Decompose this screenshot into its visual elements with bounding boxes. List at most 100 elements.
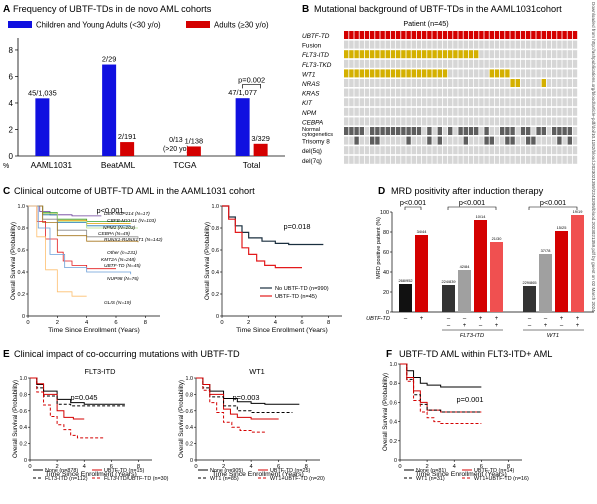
- cell: [510, 127, 515, 135]
- mrd-bar-label: 10/14: [476, 214, 487, 219]
- cell: [396, 69, 401, 78]
- km-curve: [400, 363, 482, 388]
- cell: [370, 79, 375, 87]
- cell: [396, 155, 401, 164]
- row-label: del(5q): [302, 148, 322, 155]
- cell: [520, 50, 526, 59]
- cell: [505, 155, 510, 164]
- y-tick-label: 0: [386, 310, 389, 316]
- cell: [401, 59, 406, 68]
- mrd-bar: [415, 235, 428, 312]
- cell: [349, 79, 354, 87]
- cell: [396, 59, 401, 68]
- cell: [359, 146, 364, 155]
- cell: [494, 136, 500, 145]
- cell: [370, 88, 375, 97]
- legend-label: None (n=905): [210, 468, 243, 474]
- cell: [432, 146, 437, 155]
- mrd-bar: [555, 231, 568, 312]
- cell: [552, 50, 557, 59]
- p-value: p=0.003: [233, 393, 260, 402]
- cell: [474, 88, 479, 97]
- cell: [515, 31, 520, 39]
- cell: [515, 136, 520, 145]
- cell: [406, 40, 411, 49]
- y-tick-label: 40: [383, 270, 389, 276]
- cell: [489, 40, 494, 49]
- cell: [442, 59, 448, 68]
- cell: [510, 31, 515, 39]
- cell: [411, 40, 416, 49]
- cell: [364, 127, 370, 135]
- legend-label: UBTF-TD (n=15): [104, 468, 144, 474]
- cell: [416, 117, 422, 126]
- cell: [427, 98, 432, 107]
- cell: [390, 107, 396, 116]
- cell: [520, 59, 526, 68]
- km-curve: [28, 205, 102, 217]
- cell: [370, 127, 375, 135]
- cell: [390, 136, 396, 145]
- cell: [380, 155, 385, 164]
- cell: [401, 117, 406, 126]
- cell: [349, 69, 354, 78]
- cell: [567, 107, 572, 116]
- cell: [448, 59, 453, 68]
- cell: [370, 136, 375, 145]
- cell: [557, 69, 562, 78]
- cell: [557, 117, 562, 126]
- cell: [385, 79, 390, 87]
- cell: [448, 136, 453, 145]
- cell: [427, 59, 432, 68]
- cell: [427, 107, 432, 116]
- cell: [541, 69, 546, 78]
- cell: [458, 127, 463, 135]
- cell: [380, 40, 385, 49]
- cell: [552, 98, 557, 107]
- mrd-bar: [490, 242, 503, 312]
- cell: [541, 50, 546, 59]
- cell: [505, 31, 510, 39]
- sign: +: [495, 323, 499, 329]
- cell: [541, 79, 546, 87]
- cell: [375, 155, 380, 164]
- cell: [489, 59, 494, 68]
- cell: [385, 31, 390, 39]
- chart-a: 0 2 4 6 8 AAML1031 45/1,035 BeatAML 2/29 2/191 TCG…: [9, 38, 285, 170]
- x-tick-label: 4: [85, 320, 89, 326]
- mrd-bar: [458, 270, 471, 312]
- cell: [557, 40, 562, 49]
- cell: [557, 136, 562, 145]
- cell: [349, 50, 354, 59]
- cell: [494, 69, 500, 78]
- cell: [463, 88, 468, 97]
- row-label: Trisomy 8: [302, 139, 330, 146]
- cell: [536, 107, 541, 116]
- cell: [453, 50, 458, 59]
- cell: [526, 31, 531, 39]
- cell: [552, 31, 557, 39]
- cell: [401, 127, 406, 135]
- bar-adult: [253, 143, 268, 156]
- cell: [453, 98, 458, 107]
- cell: [344, 98, 349, 107]
- cell: [437, 50, 442, 59]
- x-tick-label: 4: [274, 320, 278, 326]
- panel-e-right-subtitle: WT1: [249, 367, 265, 376]
- cell: [494, 127, 500, 135]
- x-tick-label: 6: [277, 464, 280, 470]
- cell: [474, 117, 479, 126]
- cell: [380, 88, 385, 97]
- bar-label: 2/29: [102, 55, 116, 64]
- cell: [567, 40, 572, 49]
- cell: [380, 50, 385, 59]
- cell: [380, 127, 385, 135]
- bar-young: [235, 98, 250, 156]
- cell: [437, 136, 442, 145]
- cell: [474, 146, 479, 155]
- cell: [344, 127, 349, 135]
- cell: [520, 155, 526, 164]
- panel-d-ylabel: MRD positive patient (%): [376, 217, 382, 279]
- legend-swatch-young: [8, 21, 32, 28]
